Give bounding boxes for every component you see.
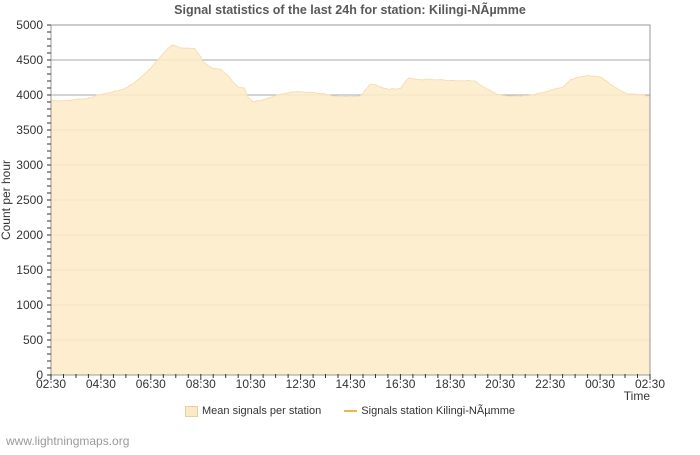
svg-text:3500: 3500 — [16, 123, 43, 137]
svg-text:12:30: 12:30 — [286, 377, 316, 391]
svg-text:18:30: 18:30 — [435, 377, 465, 391]
svg-text:5000: 5000 — [16, 18, 43, 32]
svg-text:20:30: 20:30 — [485, 377, 515, 391]
svg-text:22:30: 22:30 — [535, 377, 565, 391]
svg-text:14:30: 14:30 — [335, 377, 365, 391]
svg-text:06:30: 06:30 — [136, 377, 166, 391]
svg-text:3000: 3000 — [16, 158, 43, 172]
svg-text:1000: 1000 — [16, 298, 43, 312]
svg-text:00:30: 00:30 — [585, 377, 615, 391]
svg-text:10:30: 10:30 — [236, 377, 266, 391]
svg-text:Signal statistics of the last: Signal statistics of the last 24h for st… — [174, 2, 526, 17]
svg-text:08:30: 08:30 — [186, 377, 216, 391]
svg-text:04:30: 04:30 — [86, 377, 116, 391]
svg-text:2500: 2500 — [16, 193, 43, 207]
svg-text:1500: 1500 — [16, 263, 43, 277]
svg-text:Count per hour: Count per hour — [0, 160, 13, 240]
svg-text:500: 500 — [23, 333, 43, 347]
svg-text:2000: 2000 — [16, 228, 43, 242]
svg-text:4000: 4000 — [16, 88, 43, 102]
svg-text:16:30: 16:30 — [385, 377, 415, 391]
svg-text:02:30: 02:30 — [36, 377, 66, 391]
svg-text:Time: Time — [624, 389, 651, 403]
svg-text:4500: 4500 — [16, 53, 43, 67]
